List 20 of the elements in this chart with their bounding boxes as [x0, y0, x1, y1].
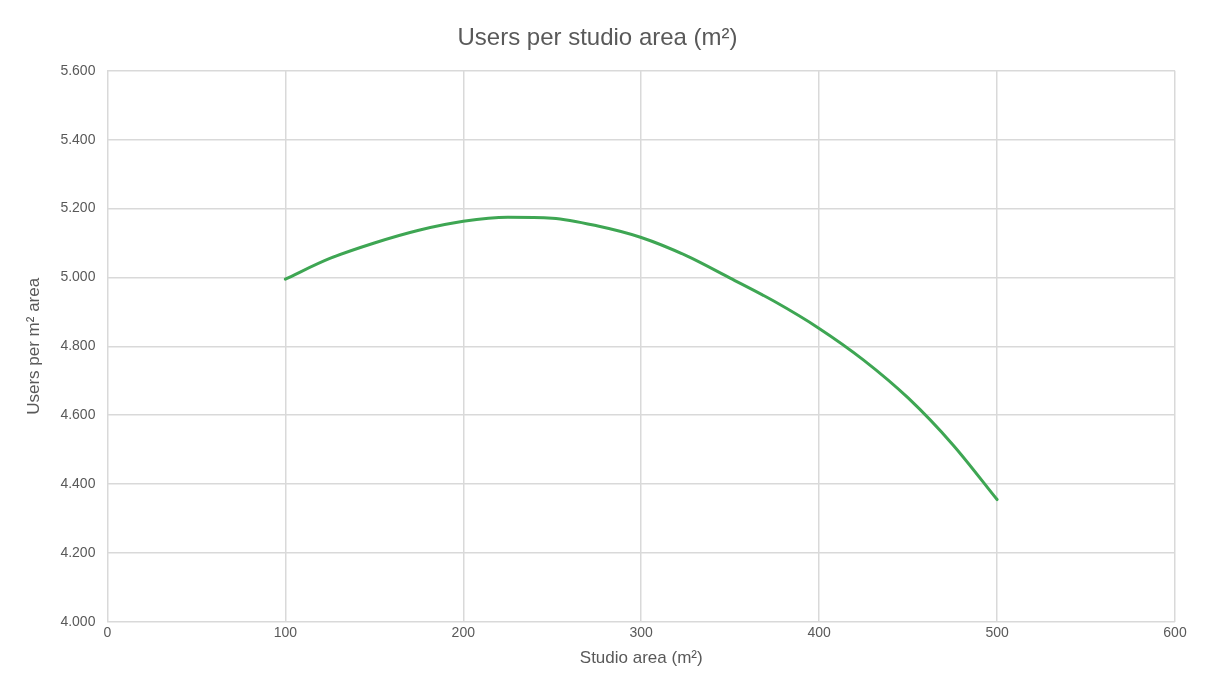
y-tick-label: 4.600 — [60, 406, 96, 423]
y-tick-label: 4.200 — [60, 543, 96, 560]
x-tick-label: 0 — [103, 624, 112, 641]
y-tick-label: 4.400 — [60, 474, 96, 491]
y-axis-title: Users per m² area — [23, 277, 43, 415]
y-tick-label: 5.000 — [60, 268, 96, 285]
x-tick-label: 100 — [273, 624, 298, 641]
y-tick-label: 5.400 — [60, 130, 96, 147]
x-tick-label: 200 — [451, 624, 476, 641]
x-tick-label: 600 — [1163, 624, 1187, 641]
x-axis-title: Studio area (m²) — [579, 648, 703, 668]
y-tick-label: 4.800 — [60, 337, 96, 354]
y-tick-label: 5.200 — [60, 199, 96, 216]
x-tick-label: 500 — [985, 624, 1009, 641]
x-tick-label: 400 — [807, 624, 832, 641]
line-series — [283, 215, 999, 502]
y-tick-label: 4.000 — [60, 612, 96, 629]
y-tick-label: 5.600 — [60, 61, 96, 78]
chart-title: Users per studio area (m²) — [457, 23, 738, 51]
x-tick-label: 300 — [629, 624, 654, 641]
